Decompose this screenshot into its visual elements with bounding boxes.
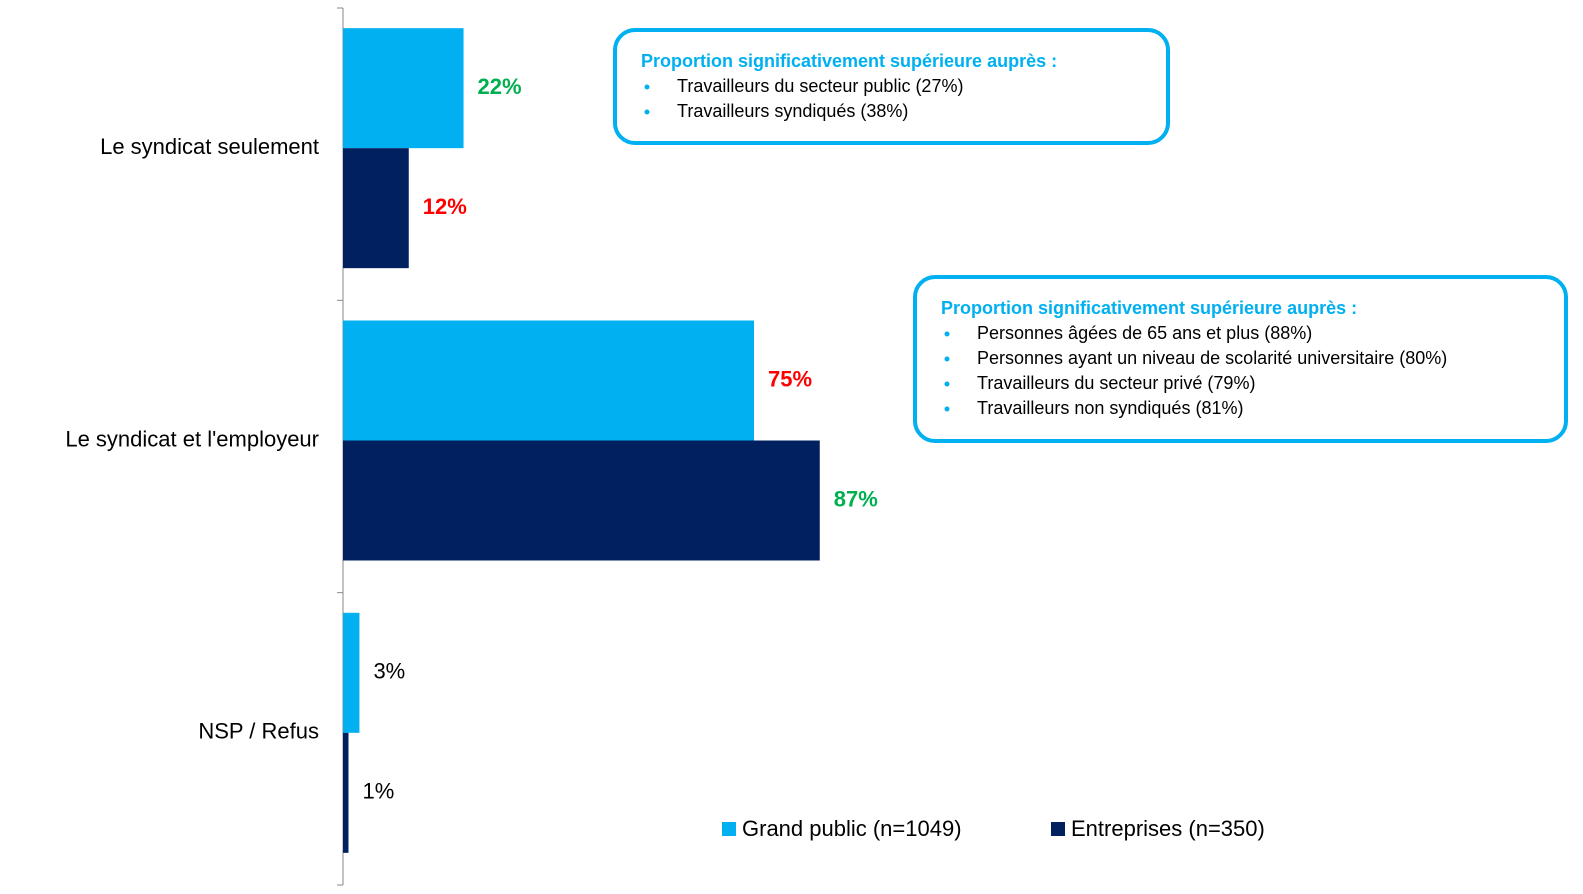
annotation-box	[913, 275, 1568, 443]
legend-label: Entreprises (n=350)	[1071, 816, 1265, 841]
category-label: Le syndicat seulement	[100, 134, 319, 159]
value-label: 12%	[423, 194, 467, 219]
legend-label: Grand public (n=1049)	[742, 816, 962, 841]
annotation-item: Travailleurs du secteur privé (79%)	[977, 373, 1255, 393]
bullet	[944, 356, 950, 362]
annotation-title: Proportion significativement supérieure …	[941, 298, 1357, 318]
bar	[343, 320, 754, 441]
bullet	[944, 331, 950, 337]
legend-swatch	[722, 822, 736, 836]
bar	[343, 440, 820, 561]
bullet	[644, 84, 650, 90]
value-label: 87%	[834, 486, 878, 511]
annotation-box	[613, 28, 1170, 145]
annotation-item: Travailleurs syndiqués (38%)	[677, 101, 908, 121]
value-label: 3%	[373, 659, 405, 684]
bar	[343, 148, 409, 269]
value-label: 22%	[478, 74, 522, 99]
annotation-item: Personnes ayant un niveau de scolarité u…	[977, 348, 1447, 368]
bullet	[644, 109, 650, 115]
value-label: 1%	[362, 779, 394, 804]
value-label: 75%	[768, 366, 812, 391]
category-label: Le syndicat et l'employeur	[65, 426, 319, 451]
bar	[343, 28, 464, 149]
annotation-title: Proportion significativement supérieure …	[641, 51, 1057, 71]
annotation-item: Personnes âgées de 65 ans et plus (88%)	[977, 323, 1312, 343]
legend-swatch	[1051, 822, 1065, 836]
annotation-item: Travailleurs non syndiqués (81%)	[977, 398, 1243, 418]
bullet	[944, 406, 950, 412]
category-label: NSP / Refus	[198, 719, 319, 744]
annotation-item: Travailleurs du secteur public (27%)	[677, 76, 963, 96]
bar	[343, 732, 349, 853]
bar	[343, 612, 360, 733]
bullet	[944, 381, 950, 387]
